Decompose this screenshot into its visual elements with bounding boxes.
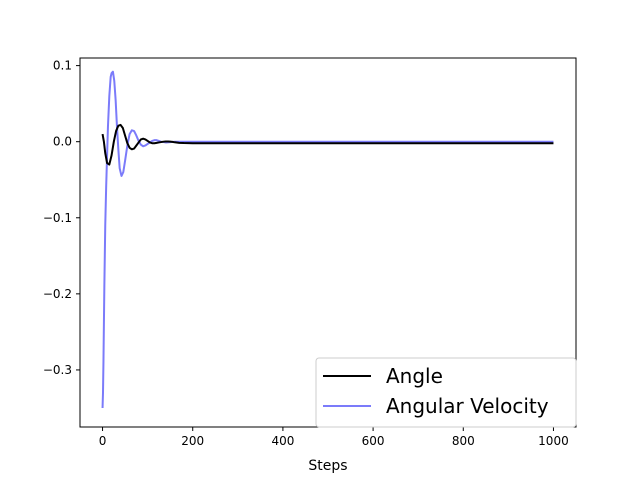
y-tick-label: 0.0 [53,135,72,149]
series-line-angle [101,123,554,166]
x-tick-label: 0 [99,434,107,448]
x-tick-label: 1000 [538,434,569,448]
legend: Angle Angular Velocity [315,357,577,428]
legend-frame [315,357,577,428]
x-tick-label: 800 [452,434,475,448]
series-layer [101,70,554,409]
y-tick-label: −0.1 [43,211,72,225]
legend-label-angle: Angle [386,364,443,388]
y-axis-ticks: 0.1 0.0 −0.1 −0.2 −0.3 [43,59,80,377]
legend-label-angular-velocity: Angular Velocity [386,394,549,418]
series-line-angular-velocity [101,70,554,409]
y-tick-label: −0.2 [43,287,72,301]
x-tick-label: 600 [362,434,385,448]
x-axis-label: Steps [308,458,347,474]
y-tick-label: 0.1 [53,59,72,73]
y-tick-label: −0.3 [43,363,72,377]
x-tick-label: 200 [181,434,204,448]
x-axis-ticks: 0 200 400 600 800 1000 [99,427,569,448]
x-tick-label: 400 [271,434,294,448]
